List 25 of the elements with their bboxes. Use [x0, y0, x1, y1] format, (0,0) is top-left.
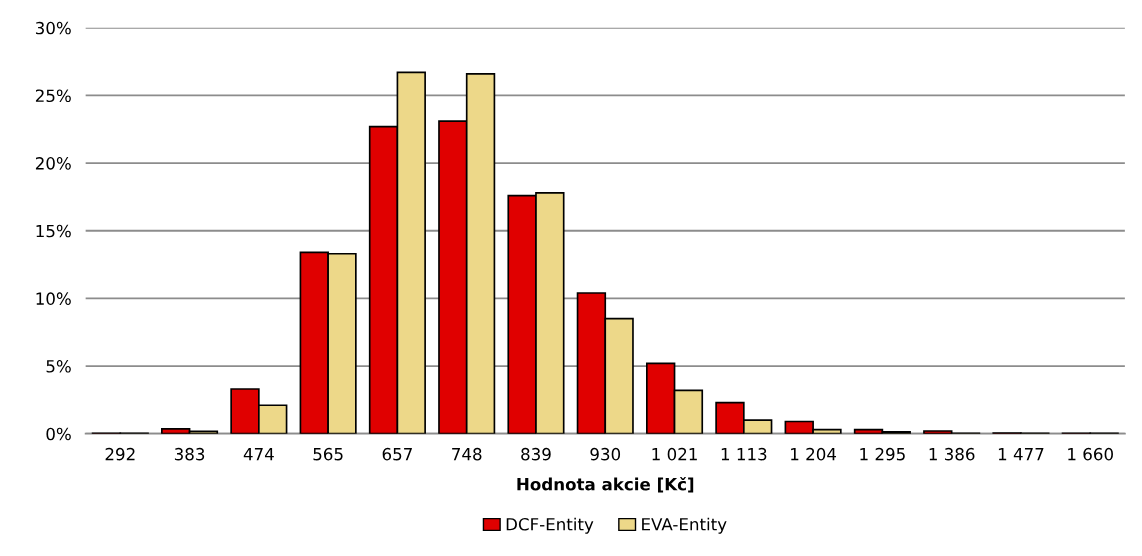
x-tick-label: 1 386 [929, 447, 975, 461]
x-tick-label: 748 [452, 447, 482, 461]
y-tick-label: 25% [35, 89, 71, 103]
x-tick-label: 1 204 [791, 447, 837, 461]
legend-label: DCF-Entity [506, 517, 594, 534]
x-tick-label: 383 [174, 447, 205, 461]
x-tick-label: 474 [243, 448, 274, 461]
y-tick-label: 10% [36, 292, 71, 305]
legend-label: EVA-Entity [642, 517, 727, 534]
y-tick-label: 15% [36, 224, 71, 238]
y-tick-label: 20% [35, 157, 71, 170]
x-tick-label: 930 [590, 447, 621, 461]
y-tick-label: 30% [35, 21, 71, 35]
x-tick-label: 565 [313, 447, 343, 461]
y-tick-label: 0% [46, 427, 71, 441]
x-tick-label: 839 [521, 447, 551, 461]
x-tick-label: 1 021 [652, 447, 697, 461]
x-tick-label: 657 [382, 447, 412, 461]
y-tick-label: 5% [46, 360, 71, 373]
x-tick-label: 1 477 [998, 448, 1044, 461]
x-tick-label: 1 113 [721, 447, 767, 461]
x-tick-label: 1 295 [860, 447, 905, 461]
x-axis-title: Hodnota akcie [Kč] [517, 476, 694, 493]
x-tick-label: 1 660 [1068, 447, 1113, 461]
x-tick-label: 292 [105, 447, 135, 461]
